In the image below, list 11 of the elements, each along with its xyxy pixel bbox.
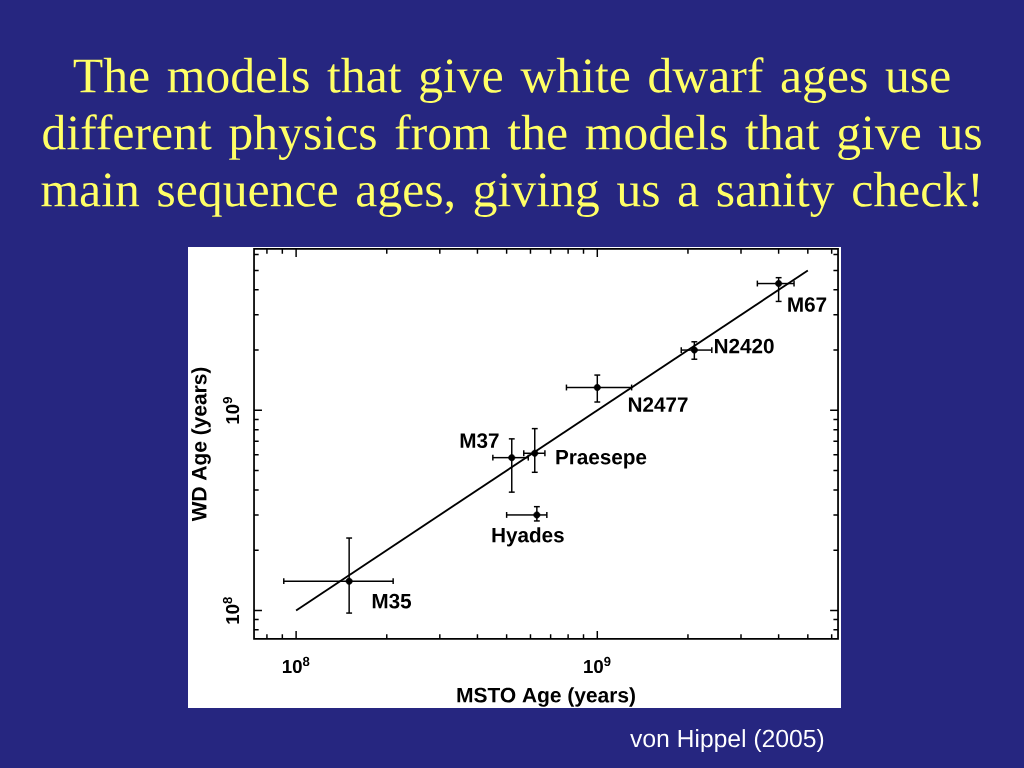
annotation: M35 <box>372 593 412 609</box>
y-axis-title: WD Age (years) <box>191 367 211 522</box>
annotation: M67 <box>788 297 827 312</box>
annotation: N2420 <box>714 338 774 354</box>
annotation: N2477 <box>628 397 688 412</box>
annotation: Hyades <box>492 527 564 547</box>
x-axis-title: MSTO Age (years) <box>457 687 635 707</box>
annotation: Praesepe <box>556 450 647 469</box>
chart-title: The models that give white dwarf ages use different physics from the models that give us main sequence ages, giving us a sanity check! <box>41 57 981 218</box>
text: von Hippel (2005) <box>630 729 824 753</box>
annotation: M37 <box>460 433 499 448</box>
